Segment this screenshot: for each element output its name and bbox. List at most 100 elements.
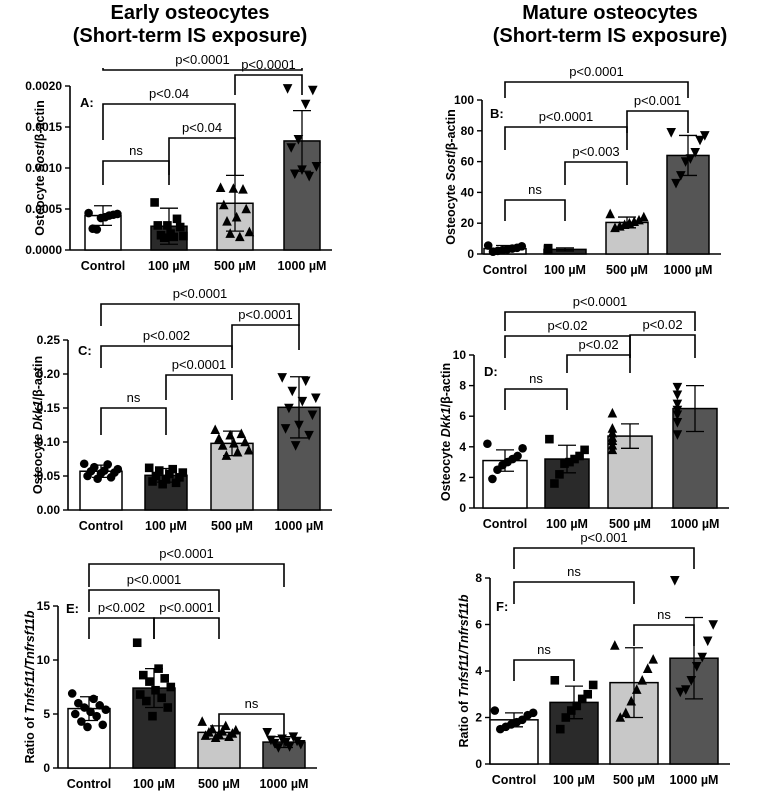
- data-point: [225, 228, 235, 238]
- data-point: [171, 478, 181, 488]
- data-point: [236, 428, 247, 439]
- data-point: [543, 245, 553, 255]
- data-point: [86, 707, 95, 717]
- y-axis-label: Ratio of Tnfsf11/Tnfrsf11b: [457, 594, 471, 747]
- data-point: [284, 403, 294, 414]
- data-point: [666, 128, 676, 138]
- y-tick-label: 0.00: [37, 503, 61, 517]
- panel-label: C:: [78, 343, 92, 358]
- data-point: [221, 450, 232, 460]
- y-tick-label: 10: [453, 348, 467, 362]
- data-point: [676, 171, 686, 181]
- data-point: [311, 162, 322, 172]
- x-tick-label: Control: [483, 263, 527, 277]
- data-point: [153, 221, 163, 230]
- data-point: [304, 171, 314, 182]
- data-point: [280, 424, 291, 434]
- significance-bracket: [88, 589, 220, 612]
- x-tick-label: 500 µM: [214, 259, 256, 273]
- data-point: [483, 439, 492, 449]
- panel-label: E:: [66, 601, 79, 616]
- y-axis-label: Osteocyte Sost/β-actin: [33, 100, 47, 235]
- y-tick-label: 0.15: [37, 401, 61, 415]
- y-tick-label: 0.25: [37, 333, 61, 347]
- data-point: [566, 706, 576, 715]
- data-point: [235, 231, 245, 242]
- significance-label: ns: [567, 564, 581, 579]
- data-point: [163, 703, 173, 712]
- significance-label: p<0.0001: [238, 307, 293, 322]
- y-tick-label: 0.0020: [25, 79, 62, 93]
- y-tick-label: 15: [37, 599, 51, 613]
- significance-label: p<0.0001: [172, 357, 227, 372]
- chart-panel-f: 0 2 4 6 8 Ratio of Tnfsf11/Tnfrsf11b F: Control…: [457, 530, 730, 787]
- x-tick-label: Control: [483, 517, 527, 531]
- y-tick-label: 6: [459, 409, 466, 423]
- x-tick-label: 1000 µM: [278, 259, 327, 273]
- y-tick-label: 0.0000: [25, 243, 62, 257]
- data-point: [545, 434, 554, 444]
- data-point: [225, 429, 235, 440]
- data-point: [144, 463, 154, 473]
- significance-bracket: [566, 354, 631, 373]
- x-tick-label: Control: [492, 773, 536, 787]
- significance-label: p<0.0001: [573, 294, 628, 309]
- chart-panel-b: 0 20 40 60 80 100 Osteocyte Sost/β-actin B: Cont…: [444, 64, 721, 277]
- data-point: [238, 184, 248, 194]
- data-point: [583, 689, 593, 699]
- significance-bracket: [626, 110, 689, 133]
- y-tick-label: 0: [459, 501, 466, 515]
- x-tick-label: 1000 µM: [664, 263, 713, 277]
- significance-label: p<0.001: [634, 93, 681, 108]
- data-point: [163, 221, 172, 230]
- x-tick-label: 500 µM: [613, 773, 655, 787]
- data-point: [148, 711, 157, 721]
- data-point: [93, 474, 102, 484]
- x-tick-label: 1000 µM: [670, 773, 719, 787]
- significance-label: p<0.02: [547, 318, 587, 333]
- data-point: [101, 705, 111, 714]
- data-point: [555, 724, 565, 734]
- data-point: [294, 420, 304, 431]
- y-tick-label: 5: [43, 707, 50, 721]
- data-point: [300, 99, 311, 110]
- data-point: [708, 620, 718, 630]
- data-point: [565, 457, 574, 467]
- data-point: [98, 720, 108, 730]
- title-mature-line2: (Short-term IS exposure): [492, 25, 728, 47]
- data-point: [215, 182, 226, 192]
- x-tick-label: 100 µM: [553, 773, 595, 787]
- significance-label: ns: [127, 390, 141, 405]
- significance-label: ns: [528, 182, 542, 197]
- data-point: [197, 716, 207, 726]
- data-point: [157, 693, 166, 703]
- x-tick-label: 100 µM: [544, 263, 586, 277]
- data-point: [308, 85, 318, 96]
- data-point: [74, 698, 83, 708]
- significance-bracket: [100, 303, 300, 326]
- data-point: [577, 694, 587, 704]
- data-point: [67, 689, 77, 698]
- data-point: [169, 232, 179, 242]
- y-tick-label: 10: [37, 653, 51, 667]
- x-tick-label: 100 µM: [133, 777, 175, 791]
- y-tick-label: 20: [461, 216, 475, 230]
- y-tick-label: 0.0015: [25, 120, 62, 134]
- data-point: [148, 477, 157, 486]
- data-point: [626, 695, 637, 706]
- data-point: [240, 436, 250, 447]
- significance-label: p<0.04: [149, 86, 189, 101]
- data-point: [297, 396, 308, 407]
- significance-label: p<0.02: [642, 317, 682, 332]
- significance-label: p<0.0001: [241, 57, 296, 72]
- data-point: [106, 473, 116, 482]
- data-point: [672, 418, 683, 428]
- significance-bracket: [102, 103, 236, 140]
- panel-label: B:: [490, 106, 504, 121]
- data-point: [139, 670, 148, 680]
- data-point: [550, 479, 559, 488]
- significance-label: p<0.0001: [173, 286, 228, 301]
- significance-label: p<0.0001: [159, 546, 214, 561]
- y-tick-label: 100: [454, 93, 474, 107]
- title-mature-osteocytes: Mature osteocytes (Short-term IS exposur…: [460, 2, 760, 48]
